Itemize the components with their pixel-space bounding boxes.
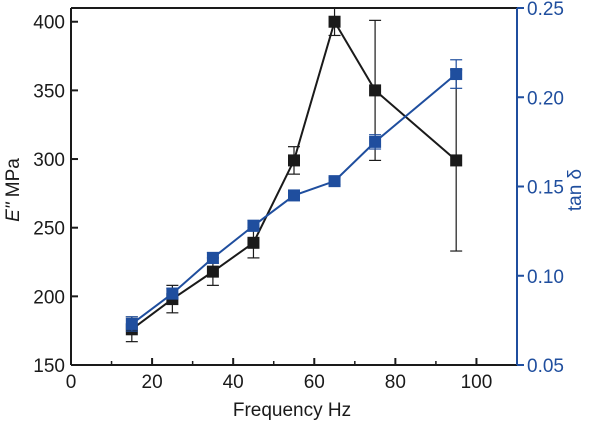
y-right-tick-label: 0.20 [527, 88, 564, 109]
y-right-tick-label: 0.05 [527, 356, 564, 377]
data-point-marker [166, 287, 179, 300]
y-left-tick-label: 250 [33, 219, 65, 240]
data-point-marker [450, 68, 463, 81]
data-point-marker [328, 15, 341, 28]
data-point-marker [369, 135, 382, 148]
data-point-marker [328, 175, 341, 188]
series-layer [125, 7, 463, 343]
data-point-marker [206, 265, 219, 278]
y-right-tick-label: 0.15 [527, 178, 564, 199]
series-line [131, 19, 457, 331]
tick-labels: 0 20 40 60 80 100 150 200 250 300 350 400 0.05 0.10 0.… [33, 0, 564, 393]
plot-frame [70, 7, 518, 366]
y-right-tick-label: 0.25 [527, 0, 564, 20]
x-tick-label: 80 [385, 372, 406, 393]
x-tick-label: 60 [304, 372, 325, 393]
x-tick-label: 100 [461, 372, 493, 393]
y-left-tick-label: 300 [33, 150, 65, 171]
data-point-marker [125, 317, 138, 330]
y-axis-right-title: tan δ [565, 169, 586, 211]
y-axis-left-title: E" MPa [3, 158, 24, 222]
x-tick-label: 40 [223, 372, 244, 393]
axis-ticks [70, 7, 524, 366]
y-axis-left-title-symbol: E" [3, 201, 24, 222]
data-point-marker [288, 154, 300, 167]
x-axis-title: Frequency Hz [233, 400, 351, 421]
x-tick-label: 20 [142, 372, 163, 393]
data-point-marker [288, 189, 300, 202]
data-point-marker [450, 154, 463, 167]
data-point-marker [247, 219, 260, 232]
y-left-tick-label: 200 [33, 287, 65, 308]
data-point-marker [369, 84, 382, 97]
y-axis-left-title-unit: MPa [3, 158, 24, 203]
series-right [125, 59, 463, 332]
data-point-marker [206, 251, 219, 264]
x-tick-label: 0 [66, 372, 77, 393]
data-point-marker [247, 236, 260, 249]
y-left-tick-label: 350 [33, 81, 65, 102]
y-left-tick-label: 400 [33, 13, 65, 34]
y-left-tick-label: 150 [33, 356, 65, 377]
series-line [131, 73, 457, 325]
y-right-tick-label: 0.10 [527, 267, 564, 288]
